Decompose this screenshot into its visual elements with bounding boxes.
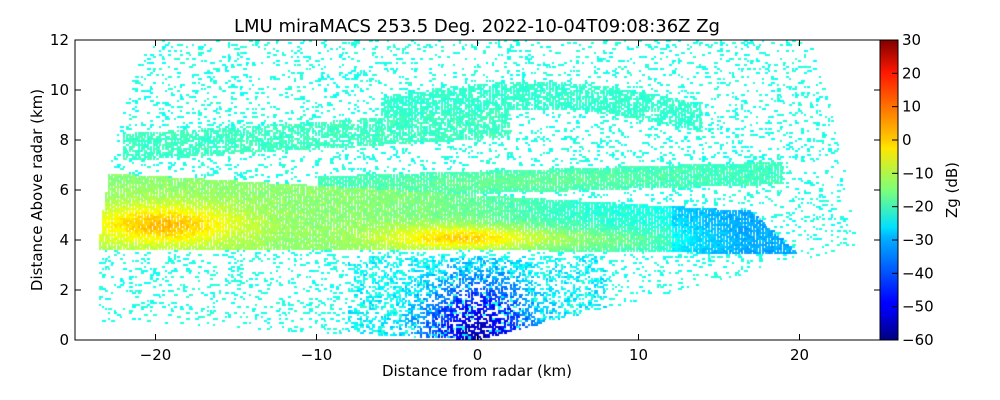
colorbar-tick-label: −30	[902, 231, 934, 249]
reflectivity-field	[75, 40, 880, 340]
y-tick-label: 6	[59, 181, 69, 199]
plot-area	[74, 39, 881, 341]
x-tick-label: 10	[629, 346, 648, 364]
y-tick-label: 4	[59, 231, 69, 249]
colorbar-tick-label: 20	[902, 64, 921, 82]
colorbar-tick-label: −20	[902, 198, 934, 216]
colorbar-label: Zg (dB)	[943, 162, 961, 218]
x-tick-label: −10	[301, 346, 333, 364]
colorbar-tick-label: 30	[902, 31, 921, 49]
colorbar-tick-label: −50	[902, 298, 934, 316]
x-tick-label: 20	[790, 346, 809, 364]
chart-title: LMU miraMACS 253.5 Deg. 2022-10-04T09:08…	[234, 16, 720, 37]
reflectivity-image	[75, 40, 880, 340]
y-tick-label: 2	[59, 281, 69, 299]
y-axis-title: Distance Above radar (km)	[28, 89, 46, 291]
y-axis-ticks: 0 2 4 6 8 10 12	[50, 31, 880, 349]
colorbar-ticks: −60 −50 −40 −30 −20 −10 0 10 20 30	[892, 31, 934, 349]
y-tick-label: 10	[50, 81, 69, 99]
y-tick-label: 0	[59, 331, 69, 349]
colorbar-tick-label: 0	[902, 131, 912, 149]
y-tick-label: 8	[59, 131, 69, 149]
colorbar-gradient	[879, 39, 899, 341]
colorbar-tick-label: 10	[902, 98, 921, 116]
y-tick-label: 12	[50, 31, 69, 49]
x-tick-label: −20	[140, 346, 172, 364]
x-axis-title: Distance from radar (km)	[382, 362, 572, 380]
x-tick-label: 0	[473, 346, 483, 364]
x-axis-ticks: −20 −10 0 10 20	[140, 40, 809, 364]
colorbar-tick-label: −60	[902, 331, 934, 349]
colorbar: −60 −50 −40 −30 −20 −10 0 10 20 30 Zg (dB)	[879, 31, 961, 349]
colorbar-tick-label: −10	[902, 164, 934, 182]
colorbar-tick-label: −40	[902, 264, 934, 282]
